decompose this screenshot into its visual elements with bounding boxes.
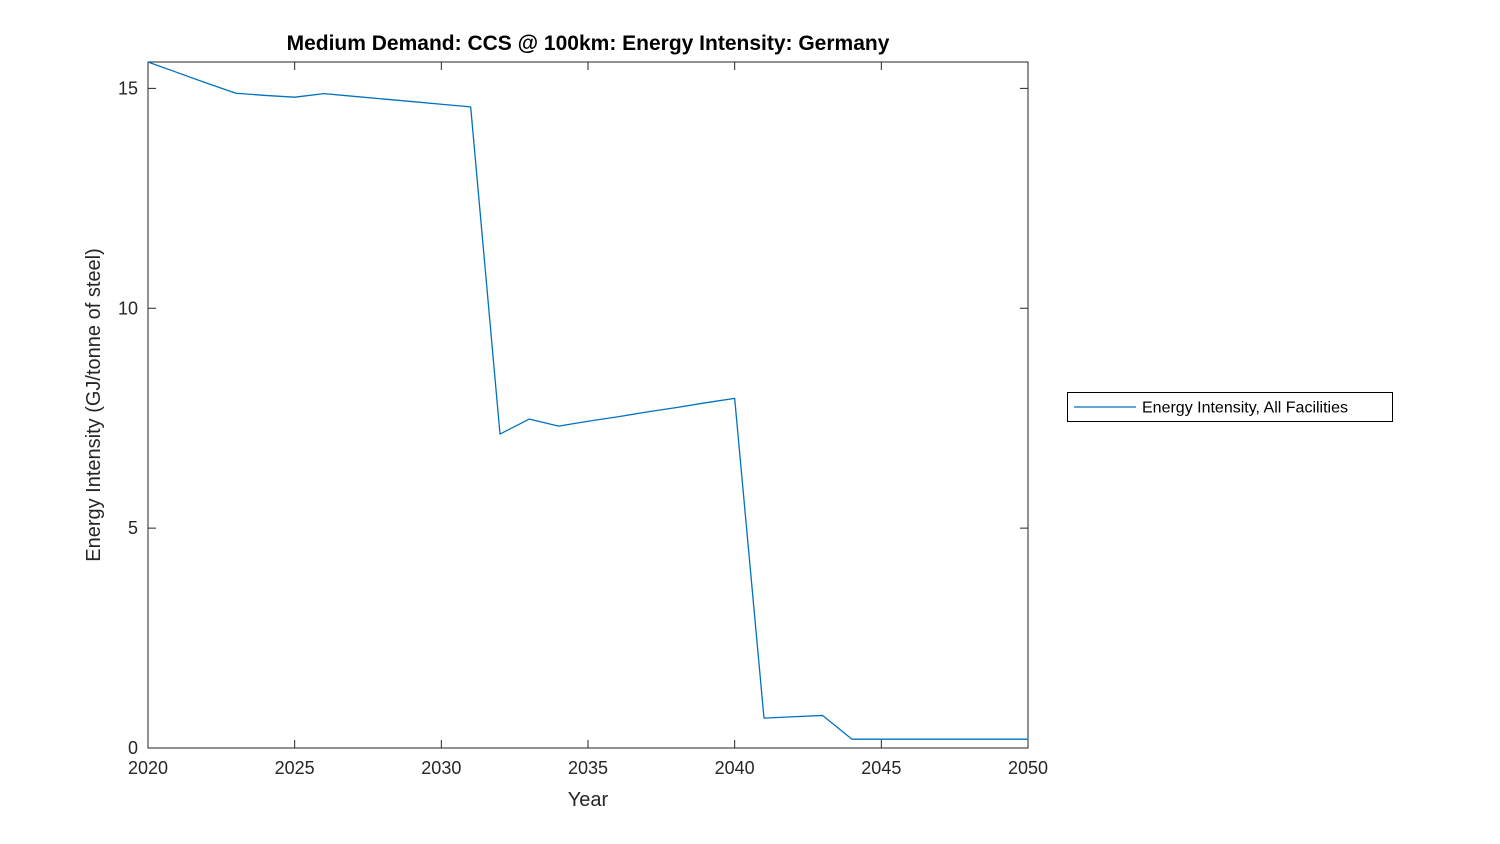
series-line-energy-intensity	[147, 61, 1029, 740]
axis-ticks	[147, 62, 1029, 749]
x-axis-label: Year	[568, 789, 609, 811]
x-tick-label: 2050	[1008, 758, 1048, 778]
x-tick-label: 2020	[128, 758, 168, 778]
y-tick-label: 10	[118, 298, 138, 318]
x-tick-label: 2045	[861, 758, 901, 778]
axis-tick-labels: 2020 2025 2030 2035 2040 2045 2050 0 5 10 15	[118, 78, 1048, 778]
chart-title: Medium Demand: CCS @ 100km: Energy Inten…	[287, 32, 890, 55]
x-tick-label: 2030	[421, 758, 461, 778]
x-tick-label: 2040	[715, 758, 755, 778]
legend: Energy Intensity, All Facilities	[1067, 392, 1393, 422]
y-tick-label: 0	[128, 738, 138, 758]
legend-label: Energy Intensity, All Facilities	[1142, 400, 1348, 417]
x-tick-label: 2025	[275, 758, 315, 778]
y-tick-label: 5	[128, 518, 138, 538]
y-axis-label: Energy Intensity (GJ/tonne of steel)	[83, 248, 105, 562]
y-tick-label: 15	[118, 78, 138, 98]
plot-border	[147, 61, 1029, 749]
x-tick-label: 2035	[568, 758, 608, 778]
